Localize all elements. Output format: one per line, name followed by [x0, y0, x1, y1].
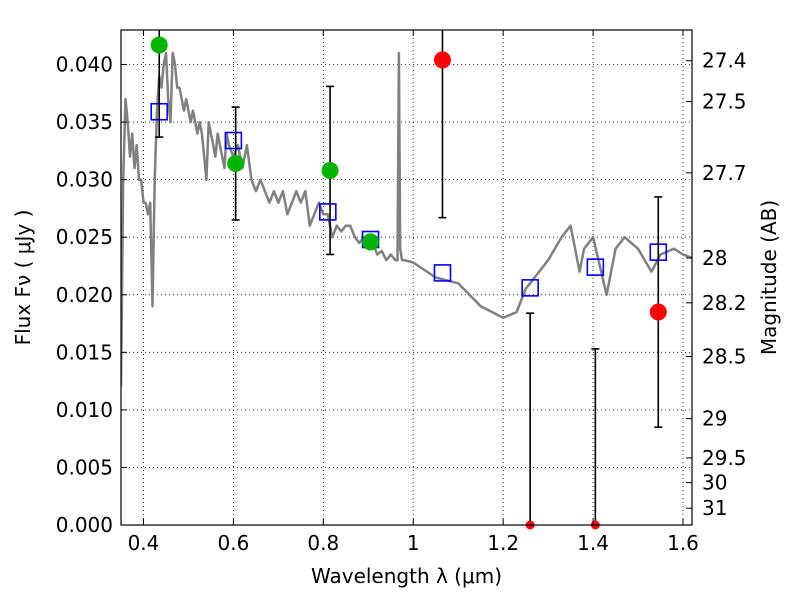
x-tick-label: 1.2 [487, 531, 519, 555]
model-flux-square [433, 264, 452, 282]
observed-flux-point [227, 155, 245, 173]
y-axis-title: Flux Fν ( μJy ) [11, 210, 35, 346]
observed-flux-point [649, 303, 667, 321]
observed-flux-point [362, 233, 380, 251]
x-tick-label: 0.4 [128, 531, 160, 555]
model-flux-square [224, 131, 243, 150]
x-tick-label: 1 [407, 531, 420, 555]
y2-axis-title: Magnitude (AB) [757, 200, 781, 355]
model-flux-square [521, 279, 539, 297]
y2-tick-label: 27.7 [702, 161, 747, 185]
y-tick-label: 0.025 [56, 225, 113, 249]
x-tick-label: 0.8 [307, 531, 339, 555]
x-tick-label: 1.6 [667, 531, 699, 555]
y2-tick-label: 28.2 [702, 291, 747, 315]
x-tick-label: 1.4 [577, 531, 609, 555]
x-tick-label: 0.6 [217, 531, 249, 555]
grid [121, 30, 692, 526]
y2-tick-label: 28 [702, 246, 727, 270]
ticks: 0.4 0.6 0.8 1 1.2 1.4 1.6 0.000 0.005 0.010 0.015 0… [56, 30, 747, 555]
y-tick-label: 0.040 [56, 53, 113, 77]
observed-flux-point [321, 161, 339, 179]
y2-tick-label: 31 [702, 496, 727, 520]
plot-frame [120, 29, 693, 526]
x-axis-title: Wavelength λ (μm) [311, 564, 502, 588]
y2-tick-label: 29 [702, 407, 727, 431]
y2-tick-label: 29.5 [702, 446, 747, 470]
y2-tick-label: 27.5 [702, 90, 747, 114]
y2-tick-label: 27.4 [702, 49, 747, 73]
y-tick-label: 0.020 [56, 283, 113, 307]
model-flux-square [586, 258, 605, 276]
observed-flux-point [150, 36, 168, 54]
plot-background [121, 30, 692, 525]
model-flux-square [319, 203, 337, 221]
y-tick-label: 0.035 [56, 110, 113, 134]
y-tick-label: 0.010 [56, 398, 113, 422]
model-spectrum-line [121, 51, 692, 387]
observed-flux-point [433, 51, 451, 69]
y-tick-label: 0.015 [56, 340, 113, 364]
y2-tick-label: 30 [702, 471, 727, 495]
errorbar-layer [150, 30, 667, 530]
y2-tick-label: 28.5 [702, 344, 747, 368]
y-tick-label: 0.030 [56, 168, 113, 192]
y-tick-label: 0.005 [56, 455, 113, 479]
y-tick-label: 0.000 [56, 513, 113, 537]
